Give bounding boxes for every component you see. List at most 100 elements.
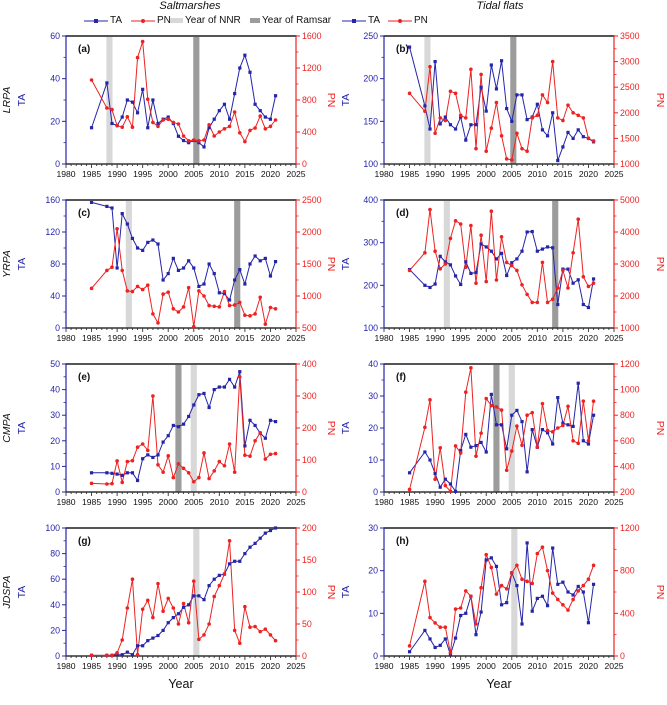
svg-text:400: 400 [620, 608, 635, 618]
ta-line-marker-icon [84, 18, 108, 23]
svg-text:20: 20 [368, 423, 378, 433]
chart-panel-b: 1980 1985 1990 1995 2000 2005 2010 2015 2020 2025… [340, 31, 666, 179]
svg-text:1600: 1600 [302, 31, 322, 41]
svg-text:1990: 1990 [426, 661, 445, 671]
svg-text:2020: 2020 [261, 169, 280, 179]
svg-text:600: 600 [620, 436, 635, 446]
panel-letter: (h) [396, 536, 409, 547]
year-band-nnr [511, 528, 518, 656]
svg-text:2000: 2000 [477, 661, 496, 671]
svg-text:2025: 2025 [604, 169, 623, 179]
svg-text:40: 40 [50, 74, 60, 84]
svg-text:1980: 1980 [374, 169, 393, 179]
chart-panel-f: 1980 1985 1990 1995 2000 2005 2010 2015 2020 2025… [340, 359, 666, 507]
svg-text:80: 80 [50, 259, 60, 269]
right-axis-label: PN [325, 421, 336, 436]
legend-pn-tidalflats: PN [388, 15, 428, 26]
svg-text:2025: 2025 [286, 497, 305, 507]
svg-text:1500: 1500 [302, 259, 322, 269]
svg-text:1980: 1980 [56, 333, 75, 343]
svg-text:1995: 1995 [451, 333, 470, 343]
svg-text:40: 40 [368, 359, 378, 369]
ta-line-marker-icon [342, 18, 366, 23]
row-label: JDSPA [1, 575, 13, 609]
left-axis-label: TA [340, 258, 352, 271]
left-axis-label: TA [16, 422, 28, 435]
ta-series-line [91, 527, 276, 656]
svg-text:2005: 2005 [502, 333, 521, 343]
ta-series-line [409, 46, 594, 161]
svg-text:800: 800 [620, 566, 635, 576]
svg-text:1995: 1995 [133, 497, 152, 507]
pn-series-line [409, 61, 594, 161]
svg-text:2005: 2005 [502, 169, 521, 179]
svg-text:400: 400 [302, 127, 317, 137]
svg-text:0: 0 [302, 651, 307, 661]
ta-series-line [409, 542, 595, 657]
right-axis-label: PN [325, 257, 336, 272]
svg-text:200: 200 [620, 487, 635, 497]
svg-text:1200: 1200 [620, 523, 640, 533]
svg-text:60: 60 [50, 574, 60, 584]
svg-text:1995: 1995 [451, 497, 470, 507]
svg-text:2000: 2000 [477, 169, 496, 179]
svg-text:80: 80 [50, 549, 60, 559]
svg-text:2020: 2020 [579, 169, 598, 179]
svg-text:2005: 2005 [502, 661, 521, 671]
svg-text:2005: 2005 [184, 497, 203, 507]
svg-text:0: 0 [373, 651, 378, 661]
svg-text:50: 50 [50, 359, 60, 369]
svg-text:2015: 2015 [553, 661, 572, 671]
ta-series-line [409, 383, 595, 493]
svg-text:0: 0 [55, 159, 60, 169]
svg-text:2000: 2000 [159, 169, 178, 179]
pn-series-line [409, 367, 595, 493]
year-band-nnr [424, 36, 431, 164]
pn-line-marker-icon [131, 18, 155, 23]
svg-text:2015: 2015 [553, 497, 572, 507]
svg-text:1990: 1990 [426, 497, 445, 507]
right-axis-label: PN [654, 421, 666, 436]
svg-text:120: 120 [45, 227, 60, 237]
pn-line-marker-icon [388, 18, 412, 23]
svg-text:2000: 2000 [159, 661, 178, 671]
svg-text:40: 40 [50, 385, 60, 395]
svg-text:1200: 1200 [302, 63, 322, 73]
svg-text:2020: 2020 [579, 333, 598, 343]
svg-text:2020: 2020 [261, 661, 280, 671]
svg-text:2020: 2020 [579, 497, 598, 507]
chart-panel-c: 1980 1985 1990 1995 2000 2005 2010 2015 2020 2025… [1, 195, 336, 343]
ramsar-band-swatch-icon [250, 18, 260, 23]
legend-nnr-label: Year of NNR [185, 15, 241, 26]
svg-text:20: 20 [50, 116, 60, 126]
svg-text:2010: 2010 [210, 497, 229, 507]
svg-text:2005: 2005 [502, 497, 521, 507]
year-band-nnr [125, 200, 132, 328]
legend-ta-label: TA [368, 15, 381, 26]
svg-text:2020: 2020 [261, 333, 280, 343]
left-axis-label: TA [16, 586, 28, 599]
svg-text:10: 10 [368, 608, 378, 618]
svg-text:1000: 1000 [620, 159, 640, 169]
svg-text:100: 100 [45, 523, 60, 533]
svg-text:2025: 2025 [604, 497, 623, 507]
chart-panel-e: 1980 1985 1990 1995 2000 2005 2010 2015 2020 2025… [1, 359, 336, 507]
svg-text:3000: 3000 [620, 57, 640, 67]
year-band-nnr [508, 364, 515, 492]
svg-text:1995: 1995 [133, 169, 152, 179]
x-axis-title: Year [168, 677, 193, 691]
svg-text:1985: 1985 [400, 333, 419, 343]
legend-pn-label: PN [157, 15, 171, 26]
svg-text:2000: 2000 [620, 108, 640, 118]
svg-text:1990: 1990 [108, 333, 127, 343]
row-label: LRPA [1, 87, 13, 114]
svg-text:0: 0 [302, 159, 307, 169]
svg-text:200: 200 [363, 280, 378, 290]
svg-text:2015: 2015 [235, 333, 254, 343]
svg-text:4000: 4000 [620, 227, 640, 237]
row-label: YRPA [1, 250, 13, 278]
svg-text:20: 20 [50, 436, 60, 446]
svg-text:1980: 1980 [374, 497, 393, 507]
pn-series-line [91, 228, 276, 327]
svg-text:2000: 2000 [477, 333, 496, 343]
